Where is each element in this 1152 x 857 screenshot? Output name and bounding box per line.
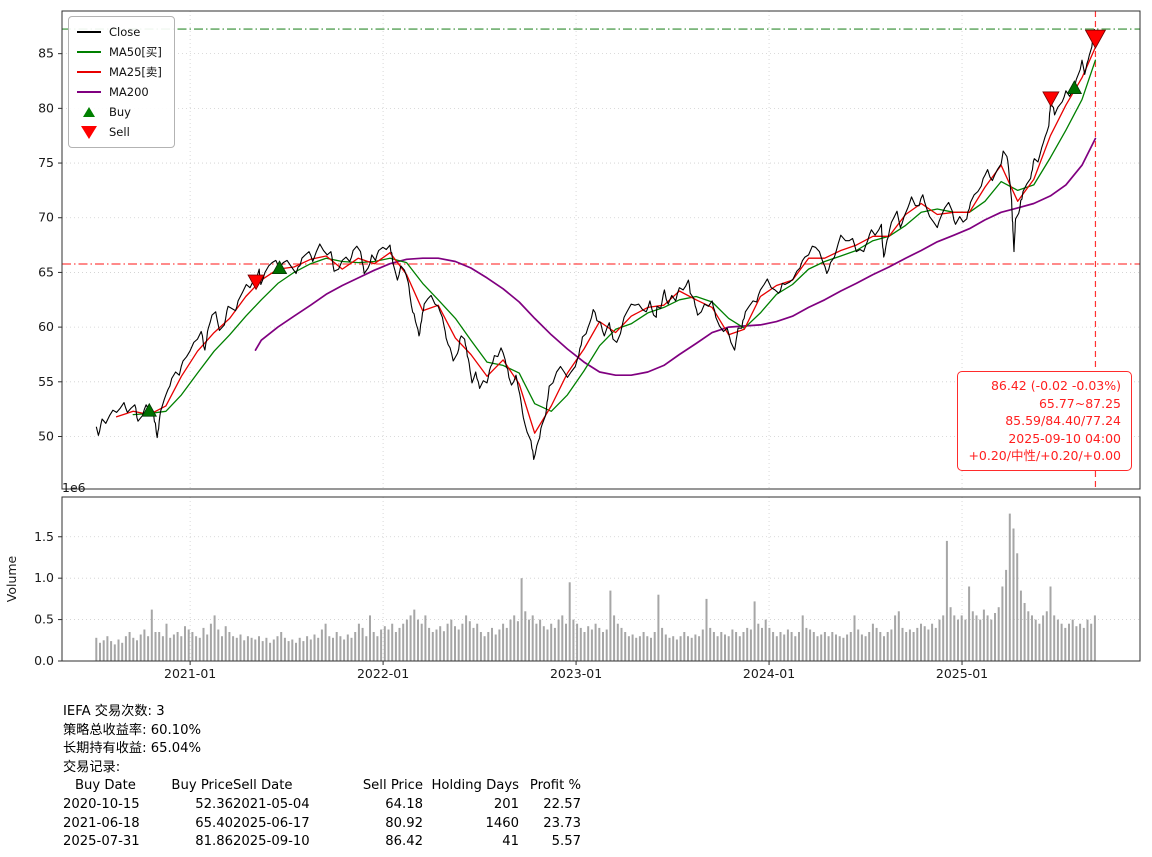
trade-table-header-cell: Holding Days [431,778,519,794]
axis-labels: 50 55 60 65 70 75 80 85 0.0 0.5 1.0 1.5 2021-01 2022-… [4,46,988,681]
trade-records-label: 交易记录: [63,759,121,775]
sell-marker-icon [77,125,101,139]
legend-label: MA25[卖] [109,65,162,79]
buy-marker-icon [77,107,101,117]
trade-markers [141,29,1107,417]
annotation-line-datetime: 2025-09-10 04:00 [1008,430,1121,446]
legend-item-ma25: MA25[卖] [77,64,162,80]
grid [62,11,1140,662]
volume-scale-label: 1e6 [62,480,86,495]
volume-bars [95,513,1096,661]
svg-text:2025-01: 2025-01 [936,666,988,681]
trade-table-cell: 5.57 [551,834,581,850]
hold-return-line: 长期持有收益: 65.04% [63,741,202,757]
legend-label: MA50[买] [109,45,162,59]
trade-table: Buy Date Buy Price Sell Date Sell Price Hold… [63,777,581,851]
svg-text:50: 50 [38,428,54,443]
trade-row: 2025-07-31 81.86 2025-09-10 86.42 41 5.57 [63,833,581,852]
legend-item-ma50: MA50[买] [77,44,162,60]
trade-table-cell: 2020-10-15 [63,796,140,812]
svg-text:80: 80 [38,100,54,115]
close-line [95,29,1096,461]
legend-label: Close [109,25,141,39]
volume-axis-title: Volume [4,555,19,602]
ma25-line [115,46,1097,434]
trade-table-cell: 2025-09-10 [233,834,310,850]
trade-table-header: Buy Date Buy Price Sell Date Sell Price Hold… [63,777,581,796]
svg-text:85: 85 [38,46,54,61]
trade-table-cell: 64.18 [385,796,423,812]
trade-table-header-cell: Profit % [529,778,581,794]
ma200-line [254,137,1097,377]
ma50-line [132,59,1097,416]
quote-annotation: 86.42 (-0.02 -0.03%) 65.77~87.25 85.59/8… [957,371,1132,471]
legend-label: Sell [109,125,130,139]
trade-table-cell: 2025-06-17 [233,815,310,831]
ma200-line-swatch [77,90,101,94]
close-line-swatch [77,30,101,34]
trade-table-cell: 52.36 [195,796,233,812]
trade-table-cell: 41 [502,834,519,850]
svg-text:60: 60 [38,319,54,334]
buy-marker [271,260,288,275]
trade-row: 2020-10-15 52.36 2021-05-04 64.18 201 22.57 [63,796,581,815]
legend: Close MA50[买] MA25[卖] MA200 Buy Sell [68,16,175,148]
legend-label: Buy [109,105,131,119]
trade-table-cell: 65.40 [195,815,233,831]
trade-table-cell: 22.57 [543,796,581,812]
summary-block: IEFA 交易次数: 3 策略总收益率: 60.10% 长期持有收益: 65.0… [63,703,581,852]
annotation-line-mas: 85.59/84.40/77.24 [1005,413,1121,429]
price-volume-chart: 50 55 60 65 70 75 80 85 0.0 0.5 1.0 1.5 2021-01 2022-… [4,10,1141,681]
trade-table-cell: 1460 [485,815,519,831]
trade-row: 2021-06-18 65.40 2025-06-17 80.92 1460 23.73 [63,815,581,834]
trade-table-cell: 80.92 [385,815,423,831]
trade-table-header-cell: Sell Date [233,778,293,794]
svg-text:70: 70 [38,210,54,225]
trade-table-cell: 81.86 [195,834,233,850]
svg-text:2023-01: 2023-01 [550,666,602,681]
volume-plot-border [61,496,1141,662]
annotation-line-range: 65.77~87.25 [1038,395,1121,411]
trade-table-header-cell: Buy Price [171,778,233,794]
annotation-line-price: 86.42 (-0.02 -0.03%) [990,378,1121,393]
trade-table-header-cell: Buy Date [75,778,136,794]
trade-table-cell: 2025-07-31 [63,834,140,850]
buy-marker [1066,80,1083,95]
trade-table-cell: 86.42 [385,834,423,850]
sell-marker [1042,91,1060,108]
trade-table-cell: 2021-06-18 [63,815,140,831]
price-plot-border [61,10,1141,490]
svg-text:55: 55 [38,374,54,389]
reference-lines [62,28,1140,265]
trade-table-header-cell: Sell Price [362,778,423,794]
legend-item-close: Close [77,24,162,40]
legend-item-buy: Buy [77,104,162,120]
svg-text:75: 75 [38,155,54,170]
legend-item-ma200: MA200 [77,84,162,100]
ma25-line-swatch [77,70,101,74]
legend-label: MA200 [109,85,149,99]
strategy-return-line: 策略总收益率: 60.10% [63,722,202,738]
svg-text:2022-01: 2022-01 [357,666,409,681]
buy-marker [141,402,157,417]
trade-table-cell: 201 [493,796,519,812]
legend-item-sell: Sell [77,124,162,140]
sell-marker [247,274,265,291]
svg-text:1.5: 1.5 [34,529,54,544]
svg-text:0.5: 0.5 [34,612,54,627]
svg-text:1.0: 1.0 [34,570,54,585]
svg-text:65: 65 [38,264,54,279]
annotation-line-signal: +0.20/中性/+0.20/+0.00 [968,448,1121,464]
svg-text:2024-01: 2024-01 [743,666,795,681]
ma50-line-swatch [77,50,101,54]
svg-text:0.0: 0.0 [34,653,54,668]
svg-text:2021-01: 2021-01 [164,666,216,681]
trade-table-cell: 23.73 [543,815,581,831]
trade-table-cell: 2021-05-04 [233,796,310,812]
sell-marker [1084,29,1107,49]
trade-count-line: IEFA 交易次数: 3 [63,704,165,719]
